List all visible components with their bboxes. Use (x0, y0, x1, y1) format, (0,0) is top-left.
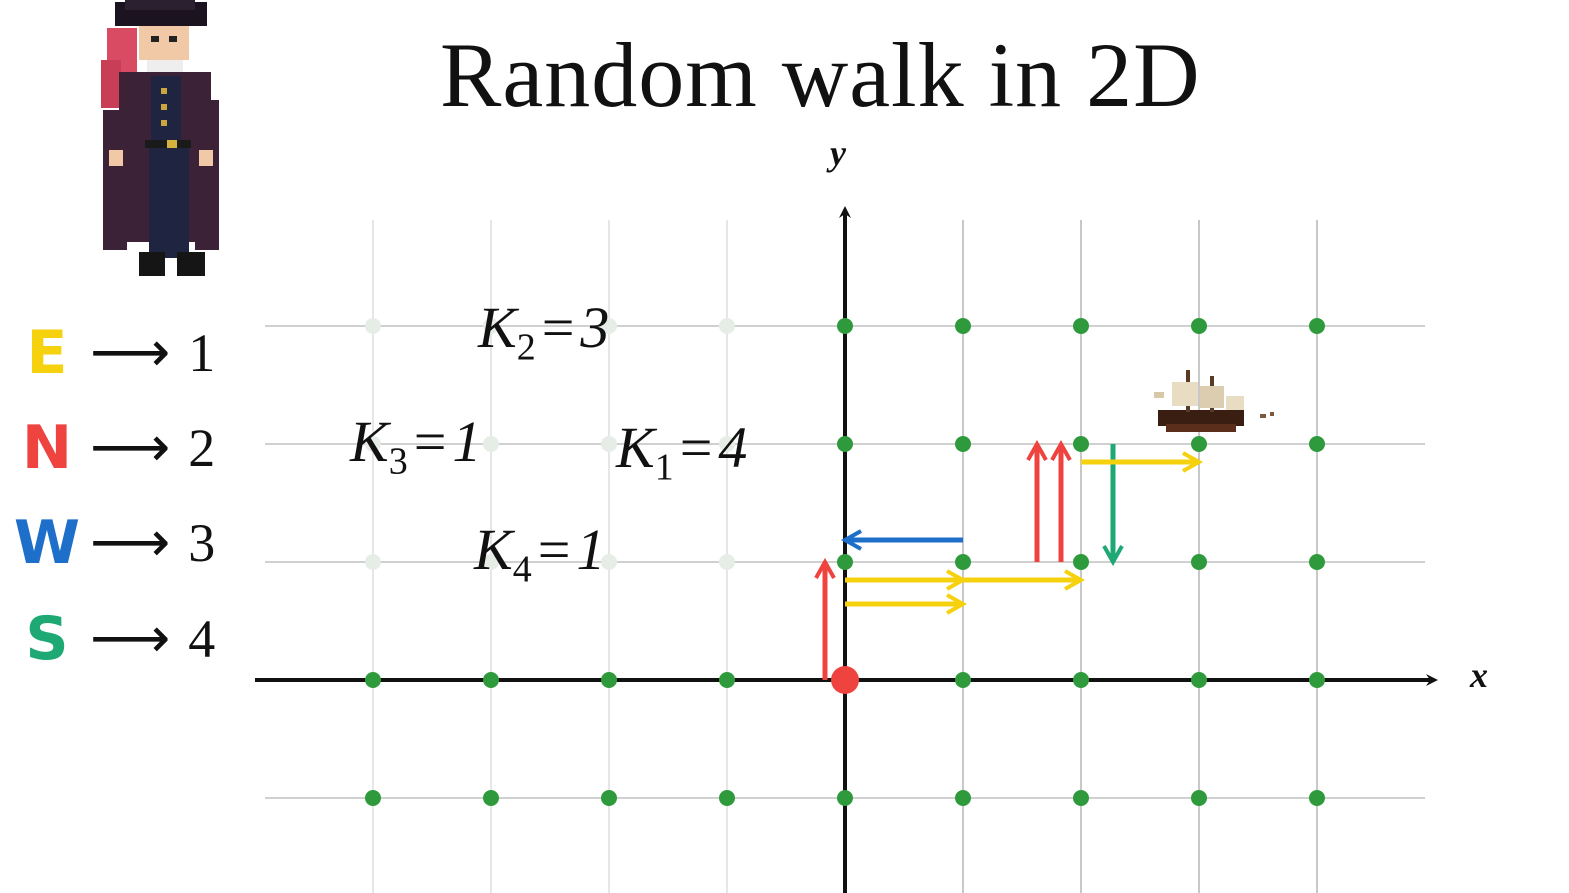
lattice-point (1073, 790, 1089, 806)
legend-letter-s: S (25, 604, 69, 674)
legend-value: 4 (188, 609, 216, 669)
lattice-point (601, 790, 617, 806)
lattice-point (719, 672, 735, 688)
lattice-point (365, 436, 381, 452)
lattice-point (483, 672, 499, 688)
lattice-point (837, 436, 853, 452)
lattice-point (1309, 318, 1325, 334)
right-arrow-icon: ⟶ (90, 606, 171, 671)
legend-row-south: S ⟶ 4 (12, 604, 215, 674)
lattice-point (719, 790, 735, 806)
lattice-point (1073, 318, 1089, 334)
legend-letter-n: N (21, 413, 73, 483)
lattice-point (955, 672, 971, 688)
lattice-point (1309, 790, 1325, 806)
legend-value: 3 (188, 513, 216, 573)
count-k4: K4 = 1 (474, 517, 606, 591)
lattice-point (955, 436, 971, 452)
lattice-point (1309, 554, 1325, 570)
legend-letter-e: E (26, 318, 68, 388)
lattice-point (719, 554, 735, 570)
lattice-point (483, 554, 499, 570)
lattice-point (601, 318, 617, 334)
lattice-point (1191, 554, 1207, 570)
lattice-point (837, 318, 853, 334)
lattice-point (601, 554, 617, 570)
lattice-point (483, 436, 499, 452)
right-arrow-icon: ⟶ (90, 510, 171, 575)
lattice-point (955, 790, 971, 806)
lattice-point (365, 554, 381, 570)
lattice-point (365, 672, 381, 688)
lattice-point (1191, 790, 1207, 806)
lattice-point (719, 318, 735, 334)
legend-row-east: E ⟶ 1 (12, 318, 216, 388)
count-k2: K2 = 3 (478, 295, 610, 369)
lattice-point (1191, 318, 1207, 334)
lattice-point (365, 318, 381, 334)
right-arrow-icon: ⟶ (90, 320, 171, 385)
right-arrow-icon: ⟶ (90, 415, 171, 480)
lattice-point (1073, 436, 1089, 452)
lattice-point (601, 436, 617, 452)
lattice-point (1309, 672, 1325, 688)
legend-value: 1 (188, 323, 216, 383)
lattice-point (955, 318, 971, 334)
origin-point (831, 666, 859, 694)
lattice-point (955, 554, 971, 570)
count-k1: K1 = 4 (616, 415, 748, 489)
lattice-point (719, 436, 735, 452)
x-axis-label: x (1470, 655, 1488, 695)
ship-icon (1154, 370, 1274, 432)
y-axis-label: y (830, 133, 846, 173)
legend-letter-w: W (13, 508, 81, 578)
lattice-point (1191, 436, 1207, 452)
lattice-point (837, 790, 853, 806)
legend-row-north: N ⟶ 2 (12, 413, 215, 483)
legend-row-west: W ⟶ 3 (12, 508, 215, 578)
lattice-point (365, 790, 381, 806)
lattice-point (1191, 672, 1207, 688)
slide-title: Random walk in 2D (440, 24, 1201, 126)
count-k3: K3 = 1 (350, 409, 482, 483)
lattice-point (1073, 554, 1089, 570)
legend-value: 2 (188, 418, 216, 478)
lattice-point (483, 790, 499, 806)
lattice-point (1309, 436, 1325, 452)
lattice-point (837, 554, 853, 570)
lattice-point (601, 672, 617, 688)
lattice-point (1073, 672, 1089, 688)
pirate-illustration (101, 0, 219, 276)
lattice-point (483, 318, 499, 334)
